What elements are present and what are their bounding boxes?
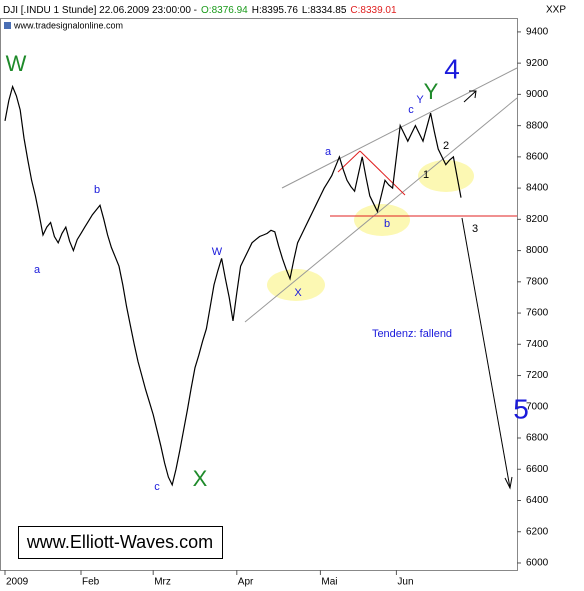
header-low: L:8334.85 bbox=[302, 5, 347, 16]
arrow-head bbox=[469, 90, 477, 99]
y-tick-label: 7400 bbox=[526, 339, 549, 350]
wave-label: X bbox=[294, 287, 302, 299]
arrow bbox=[463, 90, 477, 103]
y-tick-label: 6800 bbox=[526, 433, 549, 444]
wave-label: b bbox=[384, 218, 390, 230]
red-lines bbox=[330, 150, 517, 217]
axis-label: XXP bbox=[546, 5, 566, 16]
y-tick-label: 7800 bbox=[526, 276, 549, 287]
y-tick-label: 8400 bbox=[526, 183, 549, 194]
y-tick-label: 7600 bbox=[526, 308, 549, 319]
wave-label: c bbox=[408, 104, 414, 116]
y-tick-label: 6600 bbox=[526, 464, 549, 475]
highlight-ellipse bbox=[267, 269, 325, 301]
arrows bbox=[461, 90, 513, 490]
arrow-head bbox=[504, 476, 513, 490]
wave-label: c bbox=[154, 481, 160, 493]
wave-label: Y bbox=[416, 94, 424, 106]
watermark: www.Elliott-Waves.com bbox=[26, 532, 213, 552]
highlight-ellipse bbox=[354, 204, 410, 236]
x-tick-label: Jun bbox=[397, 577, 413, 588]
x-tick-label: Mai bbox=[321, 577, 337, 588]
x-tick-label: Mrz bbox=[154, 577, 171, 588]
x-tick-label: Feb bbox=[82, 577, 100, 588]
wave-label: 5 bbox=[513, 393, 529, 424]
y-tick-label: 8600 bbox=[526, 151, 549, 162]
header-symbol: DJI [.INDU 1 Stunde] 22.06.2009 23:00:00… bbox=[3, 5, 197, 16]
wave-label: W bbox=[6, 51, 27, 76]
wave-label: W bbox=[212, 246, 223, 258]
y-tick-label: 8800 bbox=[526, 120, 549, 131]
y-tick-label: 8200 bbox=[526, 214, 549, 225]
x-tick-label: Apr bbox=[238, 577, 254, 588]
y-tick-label: 8000 bbox=[526, 245, 549, 256]
wave-label: Tendenz: fallend bbox=[372, 328, 452, 340]
y-tick-label: 9000 bbox=[526, 89, 549, 100]
header-high: H:8395.76 bbox=[252, 5, 299, 16]
y-tick-label: 9200 bbox=[526, 58, 549, 69]
plot-frame bbox=[0, 18, 518, 571]
highlights bbox=[267, 160, 474, 301]
arrow bbox=[461, 217, 511, 489]
x-tick-label: 2009 bbox=[6, 577, 29, 588]
wave-label: 4 bbox=[444, 53, 460, 84]
source-icon bbox=[4, 22, 11, 29]
trend-line bbox=[244, 97, 518, 323]
y-tick-label: 9400 bbox=[526, 27, 549, 38]
y-tick-label: 7000 bbox=[526, 401, 549, 412]
y-tick-label: 7200 bbox=[526, 370, 549, 381]
price-line bbox=[4, 84, 462, 487]
y-tick-label: 6400 bbox=[526, 495, 549, 506]
wave-label: Y bbox=[424, 79, 439, 104]
y-tick-label: 6000 bbox=[526, 558, 549, 569]
source: www.tradesignalonline.com bbox=[13, 20, 123, 30]
wave-label: 1 bbox=[423, 169, 429, 181]
wave-label: a bbox=[325, 146, 332, 158]
y-tick-label: 6200 bbox=[526, 526, 549, 537]
wave-label: X bbox=[193, 466, 208, 491]
header-close: C:8339.01 bbox=[350, 5, 397, 16]
wave-label: a bbox=[34, 264, 41, 276]
header-open: O:8376.94 bbox=[201, 5, 248, 16]
watermark-box bbox=[18, 526, 223, 559]
wave-label: 3 bbox=[472, 223, 478, 235]
wave-label: 2 bbox=[443, 140, 449, 152]
header: DJI [.INDU 1 Stunde] 22.06.2009 23:00:00… bbox=[3, 5, 397, 16]
red-line bbox=[337, 150, 361, 173]
red-line bbox=[359, 150, 406, 196]
wave-label: b bbox=[94, 184, 100, 196]
